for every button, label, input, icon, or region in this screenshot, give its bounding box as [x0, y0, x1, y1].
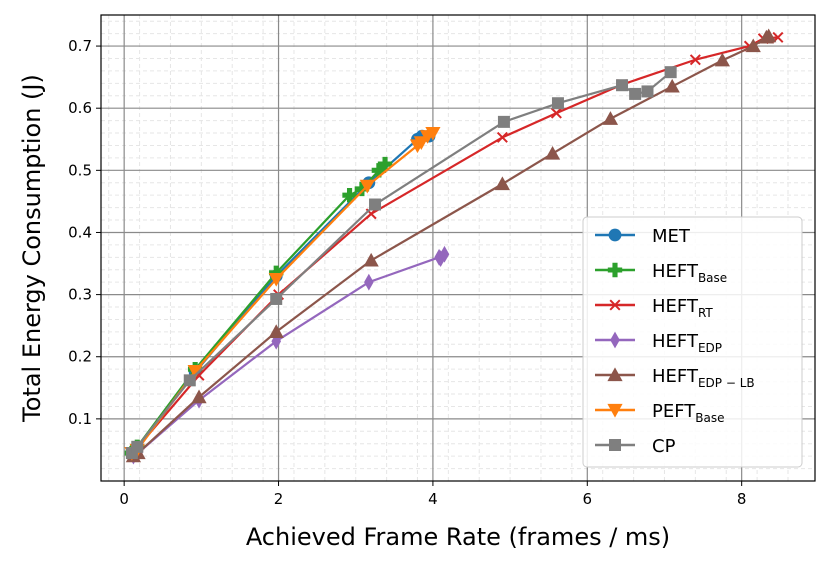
x-axis-label: Achieved Frame Rate (frames / ms): [246, 523, 670, 551]
data-point: [439, 245, 450, 263]
data-point: [342, 187, 357, 203]
legend-marker: [608, 228, 622, 242]
data-point: [689, 54, 701, 66]
legend-label-subscript: EDP: [698, 341, 722, 355]
data-point: [413, 136, 429, 150]
legend-item: PEFTBase: [595, 401, 725, 425]
data-point: [664, 66, 677, 79]
data-point: [183, 374, 196, 387]
legend-label-main: HEFT: [652, 261, 699, 282]
legend-marker: [607, 403, 623, 418]
legend-label-subscript: Base: [695, 411, 724, 425]
legend-label-main: CP: [652, 436, 676, 457]
plot-frame: [100, 14, 816, 482]
data-point: [629, 87, 642, 100]
data-point: [371, 163, 387, 178]
legend-item: HEFTEDP − LB: [595, 366, 755, 390]
legend-item: HEFTEDP: [595, 331, 722, 355]
y-tick-label: 0.4: [68, 223, 92, 241]
legend-label-subscript: EDP − LB: [698, 376, 755, 390]
data-point: [551, 97, 564, 110]
legend-label: HEFTEDP − LB: [652, 366, 755, 390]
legend-label-main: HEFT: [652, 366, 699, 387]
data-point: [494, 176, 510, 191]
legend-label-subscript: Base: [698, 271, 727, 285]
x-tick-label: 2: [274, 490, 284, 508]
series-heft-edp-lb: [125, 28, 777, 463]
legend-label: PEFTBase: [652, 401, 725, 425]
legend-label-subscript: RT: [698, 306, 713, 320]
y-axis-label: Total Energy Consumption (J): [18, 74, 46, 423]
data-point: [761, 28, 777, 43]
legend-marker: [609, 299, 621, 311]
legend-marker: [610, 331, 620, 349]
data-point: [550, 107, 562, 119]
legend-item: CP: [595, 436, 676, 457]
data-point: [544, 145, 561, 160]
data-point: [664, 78, 680, 93]
x-tick-label: 8: [737, 490, 747, 508]
y-tick-label: 0.1: [68, 410, 92, 428]
data-point: [131, 440, 144, 453]
legend-item: HEFTRT: [595, 296, 713, 320]
y-tick-label: 0.6: [68, 99, 92, 117]
data-point: [377, 156, 393, 172]
data-point: [363, 252, 379, 267]
legend-label: CP: [652, 436, 676, 457]
data-point: [497, 115, 510, 128]
ticks: 0 2 4 6 8 0.1 0.2 0.3 0.4 0.5 0.6 0.7: [68, 37, 746, 508]
y-tick-label: 0.3: [68, 286, 92, 304]
data-point: [496, 131, 508, 143]
legend-label-main: HEFT: [652, 331, 699, 352]
legend-item: HEFTBase: [595, 261, 727, 285]
legend-label: MET: [652, 226, 691, 247]
y-tick-label: 0.2: [68, 348, 92, 366]
x-tick-label: 6: [583, 490, 593, 508]
data-point: [269, 265, 284, 281]
legend-label-main: PEFT: [652, 401, 696, 422]
data-point: [641, 85, 654, 98]
data-point: [354, 181, 370, 197]
x-tick-label: 0: [119, 490, 129, 508]
data-point: [369, 198, 382, 211]
data-point: [191, 389, 207, 404]
series-layer: [124, 28, 784, 465]
legend-marker: [607, 367, 623, 382]
data-point: [602, 111, 619, 125]
data-point: [616, 79, 629, 92]
data-point: [268, 272, 284, 287]
data-point: [745, 38, 761, 53]
legend-marker: [609, 439, 621, 451]
legend-label-main: HEFT: [652, 296, 699, 317]
legend-box: [582, 216, 803, 468]
legend-item: MET: [595, 226, 691, 247]
data-point: [125, 447, 138, 460]
data-point: [187, 364, 203, 379]
legend-marker: [607, 262, 623, 278]
legend-label: HEFTEDP: [652, 331, 722, 355]
data-point: [359, 179, 375, 194]
data-point: [425, 126, 441, 141]
legend-label: HEFTRT: [652, 296, 713, 320]
y-tick-label: 0.5: [68, 161, 92, 179]
series-cp: [125, 66, 677, 460]
data-point: [270, 292, 283, 305]
x-tick-label: 4: [428, 490, 438, 508]
data-point: [364, 273, 374, 291]
data-point: [268, 324, 284, 338]
y-tick-label: 0.7: [68, 37, 92, 55]
data-point: [714, 52, 730, 67]
legend-label-main: MET: [652, 226, 691, 247]
legend-label: HEFTBase: [652, 261, 727, 285]
